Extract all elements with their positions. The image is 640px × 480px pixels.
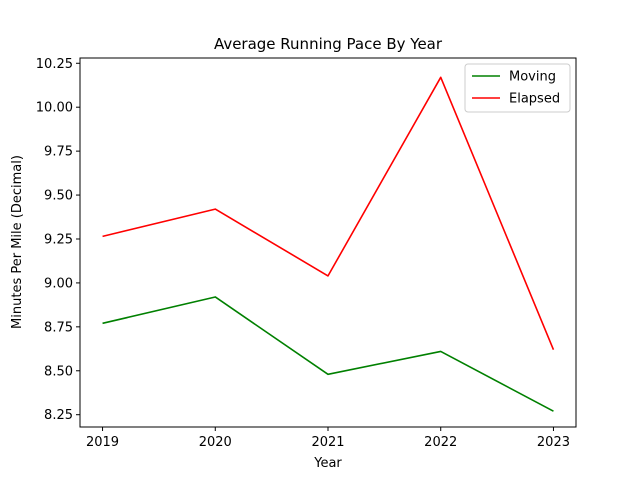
- x-tick-label: 2023: [537, 435, 570, 450]
- legend: Moving Elapsed: [464, 63, 571, 113]
- y-tick-label: 9.25: [44, 232, 73, 247]
- y-tick-label: 9.00: [44, 276, 73, 291]
- series-line-elapsed: [102, 76, 555, 350]
- legend-label-elapsed: Elapsed: [509, 92, 560, 107]
- y-tick-label: 10.25: [36, 57, 73, 72]
- x-axis-label: Year: [313, 456, 342, 471]
- y-axis-label: Minutes Per Mile (Decimal): [10, 155, 25, 329]
- chart-title: Average Running Pace By Year: [214, 35, 443, 53]
- x-tick-label: 2020: [199, 435, 232, 450]
- x-tick-label: 2019: [86, 435, 119, 450]
- series-line-moving: [102, 296, 554, 412]
- y-tick-label: 8.75: [44, 320, 73, 335]
- y-tick-label: 8.25: [44, 408, 73, 423]
- y-tick-label: 9.50: [44, 189, 73, 204]
- x-tick-label: 2022: [424, 435, 457, 450]
- y-tick-label: 9.75: [44, 145, 73, 160]
- legend-label-moving: Moving: [509, 70, 556, 85]
- y-axis: 8.25 8.50 8.75 9.00 9.25 9.50 9.75 10.00 10.25: [36, 57, 80, 423]
- x-tick-label: 2021: [311, 435, 344, 450]
- series-layer: [102, 76, 555, 412]
- x-axis: 2019 2020 2021 2022 2023: [86, 427, 570, 450]
- y-tick-label: 10.00: [36, 101, 73, 116]
- y-tick-label: 8.50: [44, 364, 73, 379]
